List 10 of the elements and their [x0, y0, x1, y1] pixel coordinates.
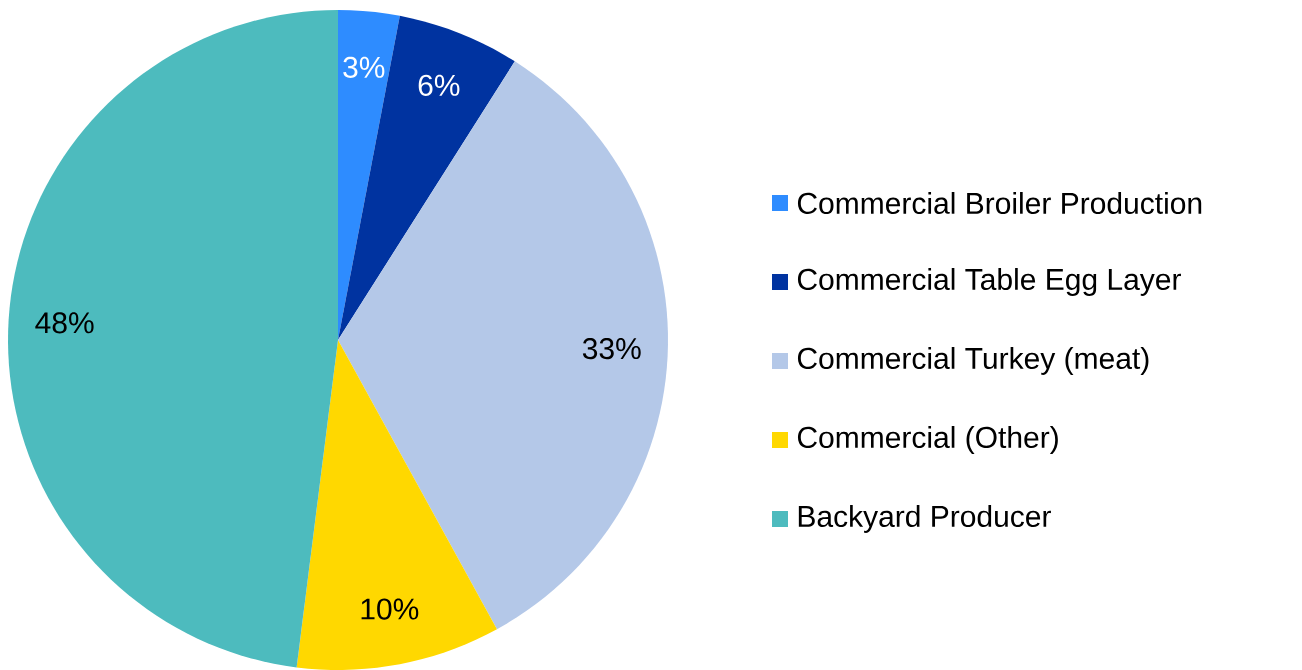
legend-label: Commercial Table Egg Layer [797, 268, 1181, 296]
legend-label: Commercial Broiler Production [797, 191, 1202, 215]
data-label: 3% [343, 56, 385, 78]
legend-label: Backyard Producer [798, 505, 1051, 533]
data-label: 48% [35, 312, 94, 334]
legend-label: Commercial (Other) [797, 426, 1058, 454]
data-label: 10% [361, 598, 419, 620]
data-label: 6% [418, 74, 460, 96]
legend-label: Commercial Turkey (meat) [797, 347, 1149, 375]
data-label: 33% [582, 337, 641, 360]
